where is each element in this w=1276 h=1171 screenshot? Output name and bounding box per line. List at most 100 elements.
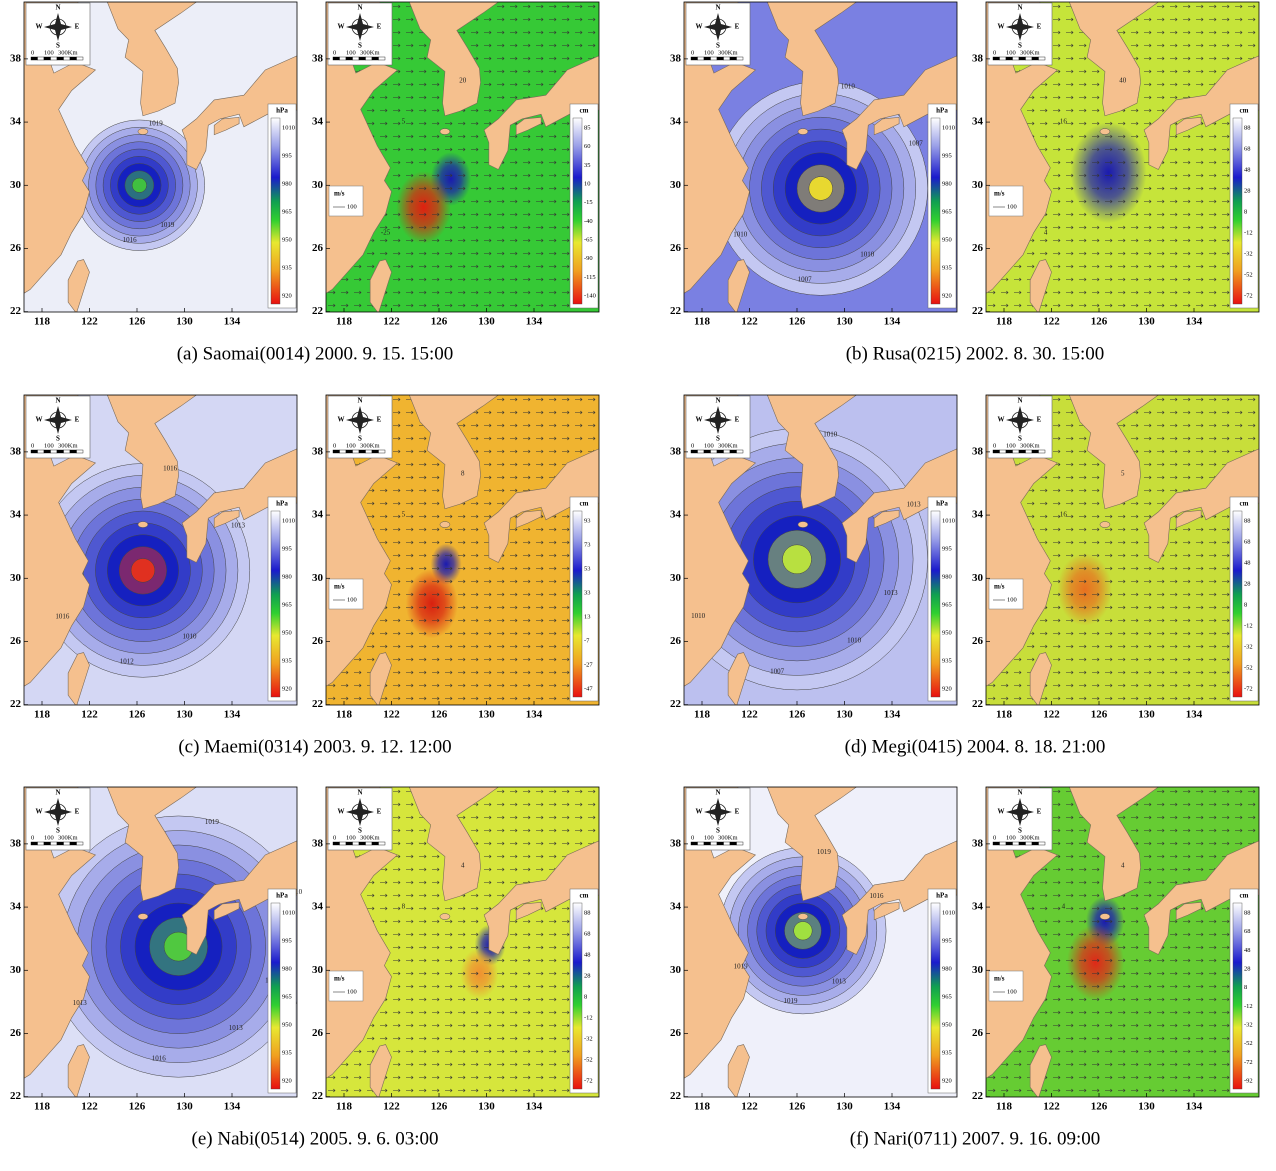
scale-bar	[43, 449, 51, 454]
scale-label: 300Km	[1020, 442, 1040, 449]
compass-n: N	[55, 397, 60, 405]
pressure-contour-label: 1013	[229, 1024, 244, 1032]
scale-bar	[371, 56, 379, 61]
colorbar-label: 28	[1244, 580, 1251, 587]
surge-contour-label: 8	[461, 470, 465, 478]
pressure-contour-label: 1010	[182, 632, 197, 640]
x-tick-label: 134	[884, 316, 901, 328]
pressure-map	[24, 2, 297, 312]
land	[1068, 395, 1159, 510]
x-tick-label: 118	[694, 709, 710, 721]
jeju-island	[797, 521, 809, 528]
wind-legend-box	[988, 970, 1024, 1002]
compass-w: W	[36, 808, 43, 816]
pressure-contour-label: 1019	[160, 221, 175, 229]
map-frame	[683, 394, 958, 706]
y-tick-label: 30	[10, 964, 22, 976]
scale-bar	[76, 56, 84, 61]
pressure-core	[788, 550, 806, 569]
land	[483, 840, 599, 955]
x-tick-label: 126	[789, 1101, 806, 1113]
jeju-island	[1099, 521, 1111, 528]
colorbar-label: 8	[1244, 984, 1247, 991]
scale-bar	[30, 56, 38, 61]
colorbar-label: 935	[282, 657, 292, 664]
y-tick-label: 38	[972, 52, 984, 64]
colorbar-label: -115	[584, 274, 596, 281]
compass-e: E	[735, 416, 740, 424]
land	[1175, 510, 1202, 529]
x-tick-label: 130	[176, 1101, 193, 1113]
y-tick-label: 34	[670, 116, 682, 128]
colorbar-label: 995	[282, 937, 292, 944]
colorbar-label: 995	[942, 545, 952, 552]
map-frame	[985, 394, 1260, 706]
x-tick-label: 126	[431, 316, 448, 328]
compass-n: N	[357, 397, 362, 405]
colorbar-label: 995	[942, 937, 952, 944]
scale-bar	[690, 56, 698, 61]
surge-contour-label: 4	[1062, 903, 1066, 911]
y-tick-label: 38	[312, 837, 324, 849]
colorbar-label: 73	[584, 541, 591, 548]
compass-s: S	[716, 42, 720, 50]
scale-bar	[723, 449, 731, 454]
wind-ref: 100	[347, 203, 357, 210]
colorbar-label: 980	[942, 965, 952, 972]
pressure-core	[813, 181, 828, 196]
y-tick-label: 26	[972, 242, 984, 254]
land	[766, 787, 857, 902]
x-tick-label: 126	[789, 316, 806, 328]
land	[408, 787, 499, 902]
scale-label: 300Km	[360, 834, 380, 841]
scale-label: 0	[333, 49, 336, 56]
scale-bar	[999, 449, 1007, 454]
compass-ring	[709, 18, 727, 36]
colorbar-label: 950	[942, 1021, 952, 1028]
x-tick-label: 130	[836, 1101, 853, 1113]
land	[873, 510, 900, 529]
x-tick-label: 126	[1091, 709, 1108, 721]
scale-bar	[358, 841, 366, 846]
pressure-map	[684, 395, 957, 705]
scale-bar	[358, 56, 366, 61]
land	[515, 902, 542, 921]
scale-label: 100	[44, 442, 54, 449]
scale-bar	[1031, 449, 1039, 454]
scale-bar	[339, 56, 347, 61]
scale-bar	[63, 56, 71, 61]
scale-label: 0	[993, 442, 996, 449]
scale-bar	[56, 841, 64, 846]
colorbar-label: 68	[1244, 928, 1251, 935]
y-tick-label: 22	[10, 305, 22, 317]
pressure-contour-label: 1016	[163, 465, 178, 473]
compass-ring	[49, 411, 67, 429]
jeju-island	[439, 128, 451, 135]
scale-label: 0	[691, 442, 694, 449]
scale-label: 300Km	[718, 834, 738, 841]
wind-ref: 100	[347, 596, 357, 603]
y-tick-label: 22	[670, 305, 682, 317]
scale-bar	[697, 56, 705, 61]
surge-contour-label: 4	[461, 862, 465, 870]
land	[1068, 787, 1159, 902]
compass-e: E	[75, 416, 80, 424]
x-tick-label: 134	[1186, 1101, 1203, 1113]
panel: 1019 1019 1013 1016 1019 N S W E 0 100 300Km hPa 1010…	[670, 786, 1260, 1149]
pressure-contour-label: 1019	[734, 962, 749, 970]
surge-contour-label: 5	[402, 511, 406, 519]
y-tick-label: 30	[312, 572, 324, 584]
land	[873, 117, 900, 136]
scale-bar	[716, 56, 724, 61]
scale-bar	[37, 841, 45, 846]
colorbar-label: 48	[584, 951, 591, 958]
colorbar-label: 935	[942, 1049, 952, 1056]
y-tick-label: 38	[312, 52, 324, 64]
colorbar-label: -52	[1244, 664, 1253, 671]
y-tick-label: 22	[972, 1090, 984, 1102]
caption: (f) Nari(0711) 2007. 9. 16. 09:00	[850, 1128, 1100, 1149]
scale-bar	[992, 56, 1000, 61]
land	[766, 395, 857, 510]
colorbar-label: -72	[1244, 1059, 1253, 1066]
land	[841, 448, 957, 563]
